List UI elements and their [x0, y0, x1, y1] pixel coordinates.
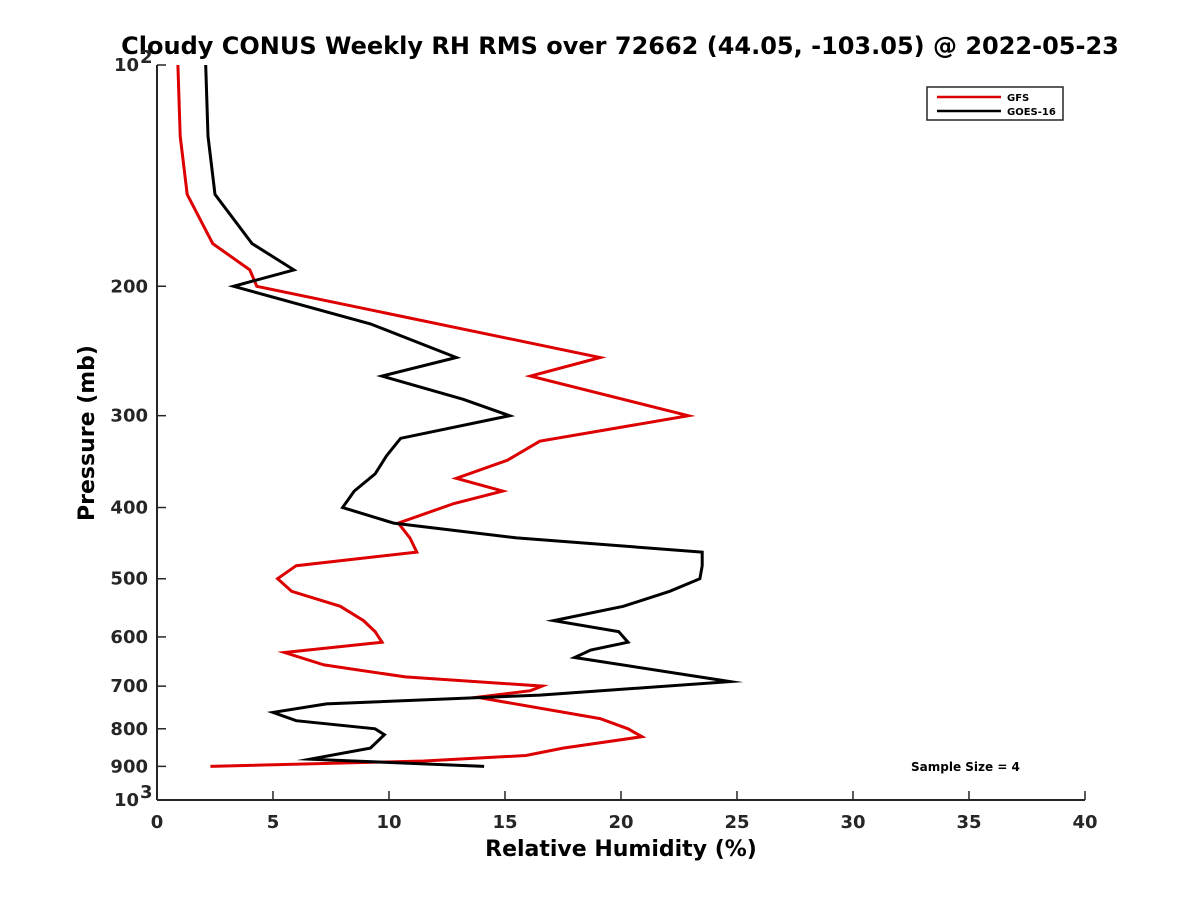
- x-tick-label: 35: [956, 812, 981, 833]
- y-tick-label: 200: [110, 276, 148, 297]
- x-tick-label: 5: [267, 812, 280, 833]
- x-tick-label: 10: [376, 812, 401, 833]
- y-tick-label: 800: [110, 719, 148, 740]
- y-tick-exponent: 3: [140, 782, 153, 803]
- sample-size-annotation: Sample Size = 4: [911, 760, 1020, 774]
- y-axis-label: Pressure (mb): [75, 345, 100, 521]
- y-tick-label: 900: [110, 756, 148, 777]
- y-tick-label: 700: [110, 676, 148, 697]
- legend-label: GOES-16: [1007, 107, 1056, 118]
- legend-box: [926, 86, 1064, 121]
- x-tick-label: 0: [151, 812, 164, 833]
- y-tick-label: 400: [110, 498, 148, 519]
- series-line-gfs: [176, 64, 696, 768]
- y-tick-label: 600: [110, 627, 148, 648]
- y-tick-label: 500: [110, 569, 148, 590]
- chart-title: Cloudy CONUS Weekly RH RMS over 72662 (4…: [121, 32, 1119, 60]
- legend: GFS GOES-16: [926, 86, 1064, 121]
- series-line-goes-16: [204, 64, 744, 768]
- x-tick-label: 40: [1072, 812, 1097, 833]
- y-tick-label: 300: [110, 406, 148, 427]
- legend-label: GFS: [1007, 93, 1029, 104]
- x-ticks: 0 5 10 15 20 25 30 35 40: [151, 791, 1098, 833]
- x-tick-label: 20: [608, 812, 633, 833]
- x-tick-label: 15: [492, 812, 517, 833]
- y-tick-label: 10: [114, 55, 139, 76]
- x-tick-label: 30: [840, 812, 865, 833]
- y-tick-label: 10: [114, 790, 139, 811]
- y-tick-exponent: 2: [140, 47, 153, 68]
- series-layer: [176, 64, 744, 768]
- x-tick-label: 25: [724, 812, 749, 833]
- x-axis-label: Relative Humidity (%): [485, 837, 757, 862]
